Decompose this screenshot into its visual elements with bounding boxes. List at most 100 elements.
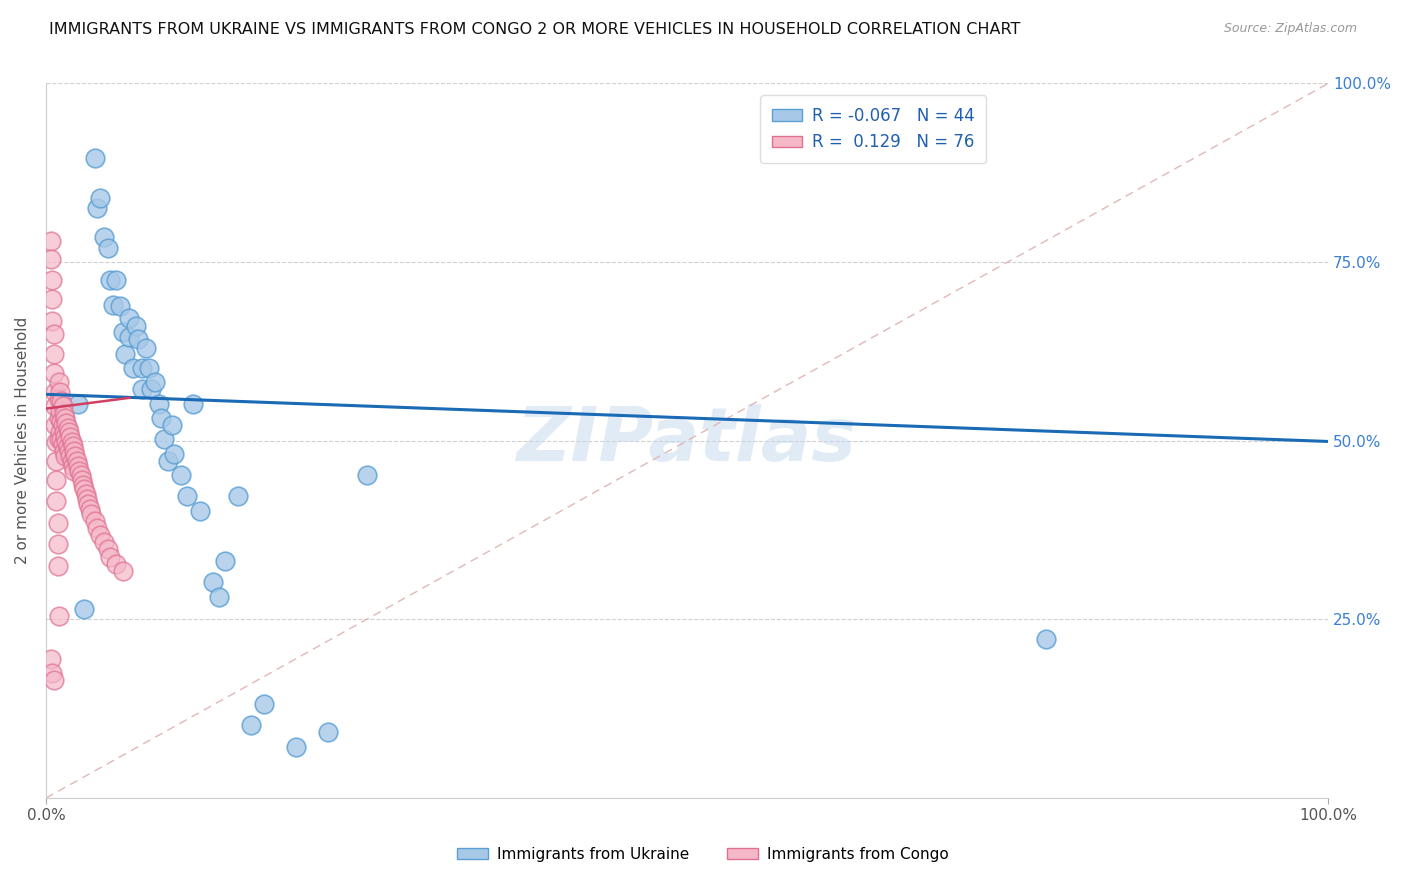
Text: ZIPatlas: ZIPatlas [517,404,858,477]
Point [52,407,75,421]
Point [72,478,94,492]
Point [110,300,132,314]
Point [46,537,69,551]
Point [48,392,70,407]
Point [52,400,75,414]
Point [42,366,65,380]
Point [139,382,162,396]
Point [98,273,121,287]
Point [138,360,160,375]
Point [153,433,176,447]
Point [67,464,90,478]
Point [53,410,76,425]
Point [79,501,101,516]
Point [59,450,82,464]
Text: IMMIGRANTS FROM UKRAINE VS IMMIGRANTS FROM CONGO 2 OR MORE VEHICLES IN HOUSEHOLD: IMMIGRANTS FROM UKRAINE VS IMMIGRANTS FR… [49,22,1021,37]
Point [75,487,97,501]
Point [131,360,153,375]
Point [62,440,84,454]
Point [80,507,103,521]
Point [44,385,66,400]
Point [44,400,66,414]
Point [53,450,76,464]
Legend: Immigrants from Ukraine, Immigrants from Congo: Immigrants from Ukraine, Immigrants from… [451,841,955,868]
Point [66,454,89,468]
Point [44,417,66,432]
Point [96,241,118,255]
Point [42,326,65,341]
Legend: R = -0.067   N = 44, R =  0.129   N = 76: R = -0.067 N = 44, R = 0.129 N = 76 [761,95,987,163]
Point [73,483,96,497]
Point [63,464,86,478]
Point [150,410,173,425]
Point [49,403,72,417]
Point [52,417,75,432]
Point [183,396,205,410]
Point [1035,632,1057,647]
Point [45,473,67,487]
Point [63,444,86,458]
Point [41,314,63,328]
Point [148,396,170,410]
Point [89,191,111,205]
Point [49,425,72,440]
Point [60,435,83,450]
Point [56,440,79,454]
Point [188,504,211,518]
Point [96,542,118,557]
Point [59,430,82,444]
Point [45,494,67,508]
Point [83,152,105,166]
Point [55,435,77,450]
Point [111,325,134,339]
Point [65,450,87,464]
Point [66,396,89,410]
Point [208,590,231,604]
Point [48,608,70,623]
Point [118,310,141,325]
Point [77,497,100,511]
Point [41,273,63,287]
Point [105,273,128,287]
Point [163,447,186,461]
Point [58,444,80,458]
Point [83,514,105,528]
Point [73,601,96,615]
Point [114,346,136,360]
Point [316,725,339,739]
Point [176,490,198,504]
Y-axis label: 2 or more Vehicles in Household: 2 or more Vehicles in Household [15,318,30,565]
Point [89,528,111,542]
Point [52,444,75,458]
Point [93,230,115,244]
Point [169,468,191,483]
Point [53,430,76,444]
Point [42,673,65,688]
Point [42,346,65,360]
Point [285,739,308,754]
Point [41,665,63,680]
Point [86,521,108,535]
Point [122,360,145,375]
Text: Source: ZipAtlas.com: Source: ZipAtlas.com [1223,22,1357,36]
Point [201,575,224,590]
Point [240,718,263,732]
Point [60,454,83,468]
Point [51,433,73,447]
Point [49,385,72,400]
Point [56,421,79,435]
Point [156,454,179,468]
Point [160,417,183,432]
Point [356,468,378,483]
Point [70,473,93,487]
Point [39,234,62,248]
Point [52,437,75,451]
Point [253,697,276,711]
Point [86,202,108,216]
Point [125,319,148,334]
Point [98,549,121,564]
Point [48,410,70,425]
Point [105,557,128,571]
Point [41,292,63,306]
Point [58,425,80,440]
